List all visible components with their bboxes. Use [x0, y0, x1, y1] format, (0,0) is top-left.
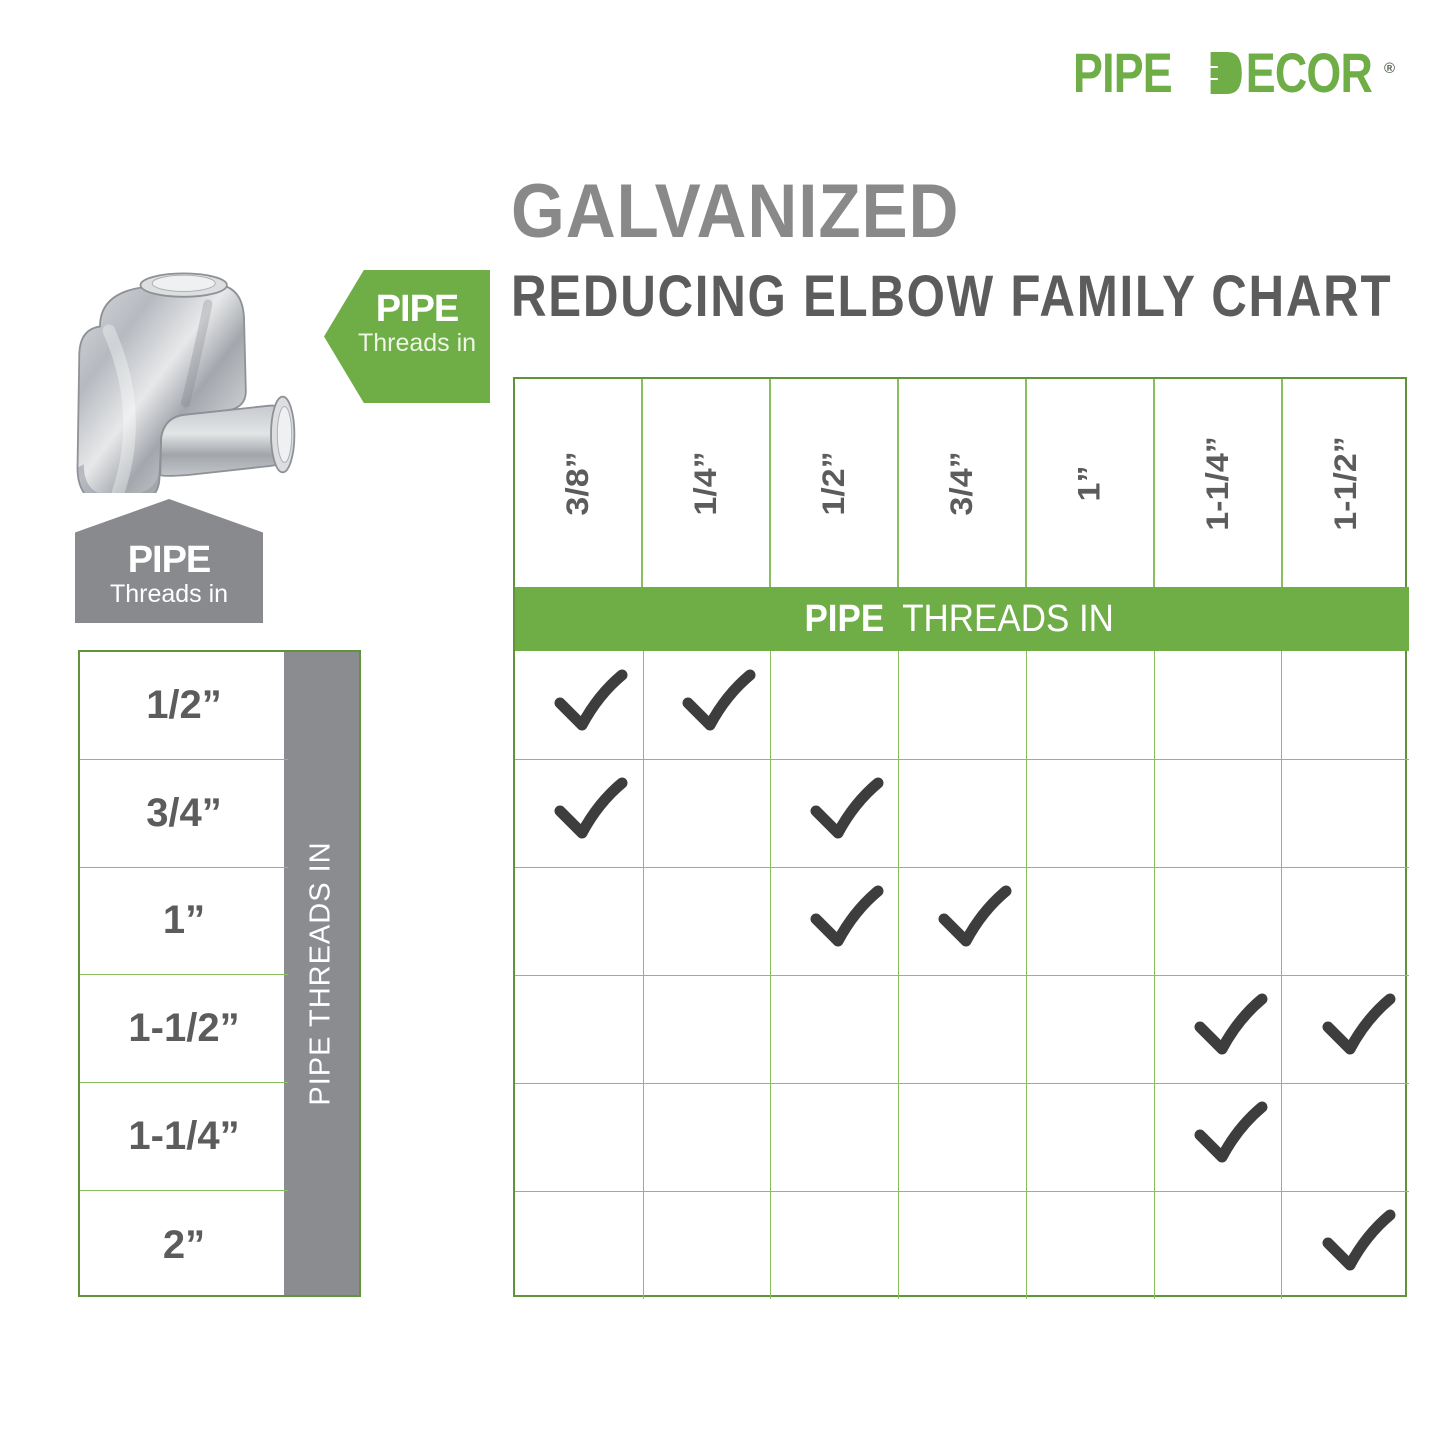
svg-text:ECOR: ECOR: [1246, 48, 1372, 104]
svg-text:®: ®: [1384, 60, 1395, 77]
svg-text:PIPE: PIPE: [1073, 48, 1172, 104]
